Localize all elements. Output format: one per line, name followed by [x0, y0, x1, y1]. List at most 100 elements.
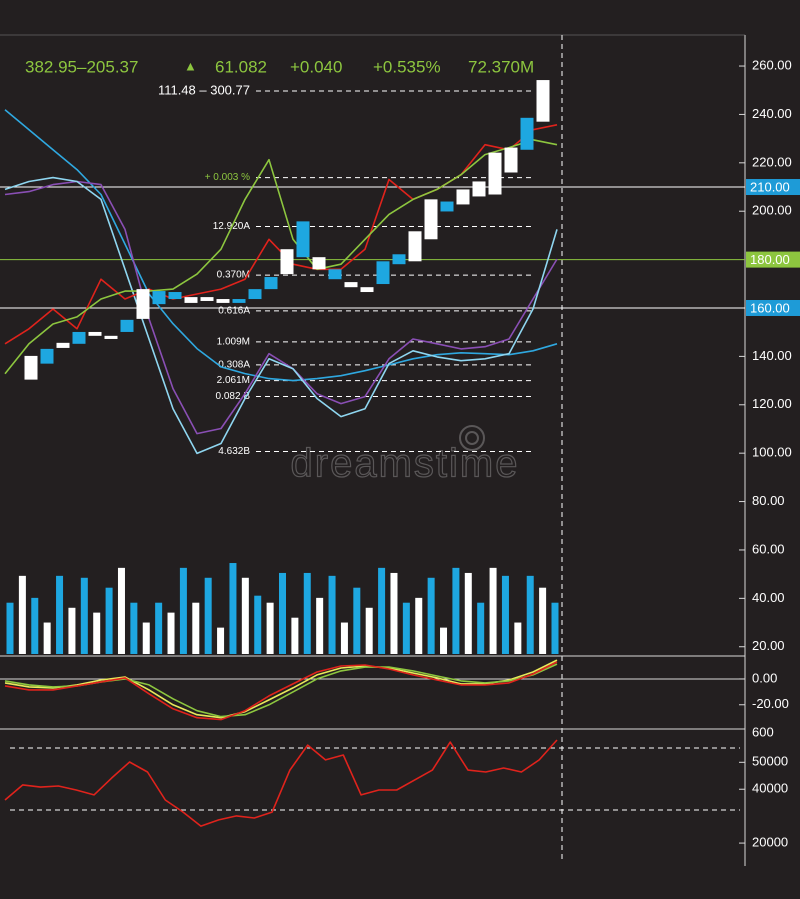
y-tick-label: 40.00	[752, 590, 785, 605]
candle-body	[200, 297, 214, 301]
annotation-label: 1.009M	[217, 337, 250, 348]
level-tag	[746, 179, 800, 196]
y-tick-label: 80.00	[752, 493, 785, 508]
volume-bar	[303, 572, 311, 654]
candle-body	[40, 348, 54, 364]
candle-body	[248, 289, 262, 300]
y-tick-label: 260.00	[752, 57, 792, 72]
watermark: dreamstime	[291, 442, 520, 486]
volume-bar	[340, 622, 348, 654]
level-tag	[746, 251, 800, 268]
volume-bar	[427, 577, 435, 654]
volume-bar	[514, 622, 522, 654]
annotation-label: + 0.003 %	[205, 172, 250, 183]
candle-body	[56, 342, 70, 348]
candle-body	[472, 181, 486, 197]
watermark-logo	[465, 431, 479, 445]
indicator-line	[4, 109, 558, 382]
volume-bar	[18, 575, 26, 654]
indicator-line	[4, 659, 558, 719]
y-tick-label: 240.00	[752, 106, 792, 121]
volume-bar	[378, 567, 386, 654]
candle-body	[424, 199, 438, 240]
indicator-line	[4, 139, 558, 375]
y-tick-label: 20.00	[752, 638, 785, 653]
candle-body	[88, 331, 102, 336]
annotation-label: 2.061M	[217, 375, 250, 386]
candle-body	[392, 254, 406, 265]
candle-body	[456, 189, 470, 205]
annotation-label: 0.616A	[218, 306, 250, 317]
level-label: 180.00	[750, 252, 790, 267]
header-range: 382.95–205.37	[25, 57, 138, 76]
candle-body	[328, 269, 342, 280]
volume-bar	[31, 597, 39, 654]
volume-bar	[217, 627, 225, 654]
candle-body	[184, 297, 198, 303]
volume-bar	[130, 602, 138, 654]
volume-bar	[328, 575, 336, 654]
header-change: +0.040	[290, 57, 342, 76]
volume-bar	[353, 587, 361, 654]
y-tick-label: 100.00	[752, 445, 792, 460]
watermark-logo	[459, 425, 485, 451]
volume-bar	[440, 627, 448, 654]
volume-bar	[68, 607, 76, 654]
volume-bar	[489, 567, 497, 654]
y-tick-label: 200.00	[752, 203, 792, 218]
volume-bar	[291, 617, 299, 654]
candle-body	[232, 299, 246, 303]
volume-bar	[402, 602, 410, 654]
candle-body	[408, 231, 422, 262]
volume-bar	[390, 572, 398, 654]
candle-body	[296, 221, 310, 258]
volume-bar	[6, 602, 14, 654]
y-tick-label: 20000	[752, 835, 788, 850]
y-tick-label: -20.00	[752, 696, 789, 711]
volume-bar	[526, 575, 534, 654]
indicator-line	[4, 661, 558, 721]
y-tick-label: 50000	[752, 754, 788, 769]
annotation-label: 0.308A	[218, 359, 250, 370]
volume-bar	[452, 567, 460, 654]
volume-bar	[539, 587, 547, 654]
volume-bar	[204, 577, 212, 654]
volume-bar	[167, 612, 175, 654]
candle-body	[152, 291, 166, 305]
candle-body	[216, 299, 230, 303]
candle-body	[72, 331, 86, 344]
candle-body	[168, 292, 182, 300]
y-tick-label: 0.00	[752, 670, 777, 685]
level-tag	[746, 299, 800, 316]
volume-bar	[179, 567, 187, 654]
volume-bar	[142, 622, 150, 654]
indicator-line	[4, 176, 558, 455]
y-tick-label: 40000	[752, 781, 788, 796]
annotation-label: 0.082 B	[216, 391, 251, 402]
candle-body	[104, 335, 118, 339]
volume-bar	[266, 602, 274, 654]
header-last: 61.082	[215, 57, 267, 76]
candle-body	[136, 289, 150, 319]
y-tick-label: 220.00	[752, 154, 792, 169]
volume-bar	[551, 602, 559, 654]
y-tick-label: 140.00	[752, 348, 792, 363]
level-label: 160.00	[750, 300, 790, 315]
candle-body	[504, 147, 518, 173]
y-tick-label: 600	[752, 724, 774, 739]
header-volume: 72.370M	[468, 57, 534, 76]
volume-bar	[365, 607, 373, 654]
volume-bar	[316, 597, 324, 654]
candle-body	[280, 249, 294, 275]
header-arrow: ▲	[184, 58, 197, 73]
header-change-pct: +0.535%	[373, 57, 441, 76]
annotation-label: 4.632B	[218, 446, 250, 457]
volume-bar	[464, 572, 472, 654]
volume-bar	[80, 577, 88, 654]
volume-bar	[56, 575, 64, 654]
candle-body	[360, 287, 374, 293]
candle-body	[24, 355, 38, 380]
y-tick-label: 60.00	[752, 541, 785, 556]
volume-bar	[229, 563, 237, 654]
